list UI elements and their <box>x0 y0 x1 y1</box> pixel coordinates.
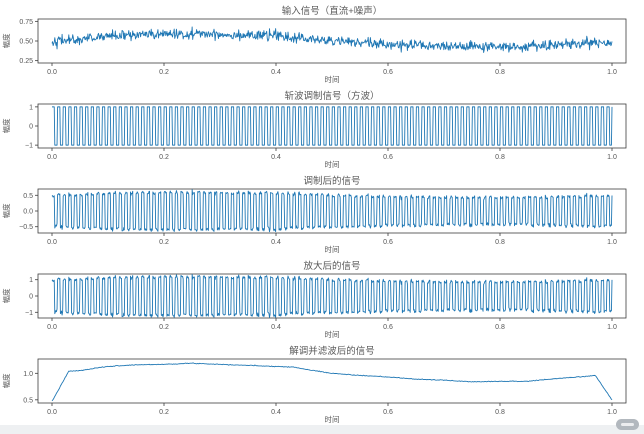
x-tick-label: 0.8 <box>495 154 505 161</box>
x-tick-label: 0.4 <box>271 239 281 246</box>
x-tick-label: 0.8 <box>495 409 505 416</box>
y-axis-label: 幅度 <box>1 288 11 303</box>
x-tick-label: 0.0 <box>47 239 57 246</box>
x-tick-label: 0.4 <box>271 324 281 331</box>
x-tick-label: 0.8 <box>495 324 505 331</box>
chart-title: 解调并滤波后的信号 <box>289 345 375 357</box>
x-tick-label: 0.2 <box>159 409 169 416</box>
x-tick-label: 0.2 <box>159 239 169 246</box>
subplot-input-signal: 输入信号（直流+噪声） 幅度时间 0.0 0.2 0.4 0.6 0.8 1.0 0.25 0.5… <box>0 0 644 85</box>
x-tick-label: 0.6 <box>383 324 393 331</box>
x-tick-label: 0.8 <box>495 69 505 76</box>
x-tick-label: 0.6 <box>383 409 393 416</box>
signal-line <box>52 106 613 146</box>
x-tick-label: 0.2 <box>159 324 169 331</box>
subplot-demodulated-filtered-signal: 解调并滤波后的信号幅度时间 0.0 0.2 0.4 0.6 0.8 1.0 0.5 1.0 <box>0 340 644 425</box>
y-tick-label: 0 <box>29 124 33 131</box>
y-tick-label: 0.0 <box>23 209 33 216</box>
subplot-amplified-signal: 放大后的信号幅度时间 0.0 0.2 0.4 0.6 0.8 1.0 −1 0 1 <box>0 255 644 340</box>
x-tick-label: 0.2 <box>159 154 169 161</box>
chart-title: 调制后的信号 <box>303 175 360 187</box>
y-tick-label: −0.5 <box>19 224 33 231</box>
x-tick-label: 1.0 <box>607 239 617 246</box>
y-tick-label: 0.5 <box>23 193 33 200</box>
figure: 输入信号（直流+噪声） 幅度 时间 0.0 0.2 0.4 0.6 0.8 1.0 0.25 0.5… <box>0 0 644 425</box>
x-tick-label: 0.6 <box>383 154 393 161</box>
x-tick-label: 0.0 <box>47 324 57 331</box>
x-tick-label: 0.0 <box>47 154 57 161</box>
signal-line <box>51 273 613 318</box>
x-tick-label: 0.6 <box>383 239 393 246</box>
x-axis-label: 时间 <box>325 329 340 339</box>
x-axis-label: 时间 <box>325 159 340 169</box>
y-tick-label: 0 <box>29 294 33 301</box>
y-tick-label: 1 <box>29 277 33 284</box>
y-tick-label: 0.5 <box>23 397 33 404</box>
signal-line <box>51 26 613 53</box>
x-tick-label: 0.4 <box>271 69 281 76</box>
x-axis-label: 时间 <box>325 244 340 254</box>
watermark-mark <box>621 423 634 426</box>
x-tick-label: 1.0 <box>607 409 617 416</box>
plot-area-border <box>37 358 627 404</box>
x-axis-label: 时间 <box>325 414 340 424</box>
y-tick-label: 1 <box>29 104 33 111</box>
x-tick-label: 1.0 <box>607 324 617 331</box>
y-axis-label: 幅度 <box>1 118 11 133</box>
chart-title: 输入信号（直流+噪声） <box>282 5 383 17</box>
x-tick-label: 0.0 <box>47 69 57 76</box>
y-tick-label: −1 <box>25 310 33 317</box>
x-axis-label: 时间 <box>325 74 340 84</box>
x-tick-label: 0.6 <box>383 69 393 76</box>
y-axis-label: 幅度 <box>1 33 11 48</box>
x-tick-label: 1.0 <box>607 154 617 161</box>
y-tick-label: 0.25 <box>19 58 33 65</box>
y-tick-label: 1.0 <box>23 371 33 378</box>
chart-title: 斩波调制信号（方波） <box>284 90 379 102</box>
x-tick-label: 0.8 <box>495 239 505 246</box>
y-axis-label: 幅度 <box>1 203 11 218</box>
x-tick-label: 0.2 <box>159 69 169 76</box>
x-tick-label: 0.4 <box>271 409 281 416</box>
signal-line <box>51 362 613 402</box>
footer-strip <box>0 425 644 434</box>
subplot-modulated-signal: 调制后的信号幅度时间 0.0 0.2 0.4 0.6 0.8 1.0 −0.5 0.0 0.5 <box>0 170 644 255</box>
signal-line <box>51 189 613 233</box>
watermark-badge <box>616 419 639 430</box>
x-tick-label: 1.0 <box>607 69 617 76</box>
y-axis-label: 幅度 <box>1 373 11 388</box>
y-tick-label: −1 <box>25 143 33 150</box>
y-tick-label: 0.50 <box>19 39 33 46</box>
chart-title: 放大后的信号 <box>303 260 360 272</box>
y-tick-label: 0.75 <box>19 19 33 26</box>
subplot-chopper-carrier: 斩波调制信号（方波） 幅度时间 0.0 0.2 0.4 0.6 0.8 1.0 −1 0 1 <box>0 85 644 170</box>
x-tick-label: 0.0 <box>47 409 57 416</box>
x-tick-label: 0.4 <box>271 154 281 161</box>
